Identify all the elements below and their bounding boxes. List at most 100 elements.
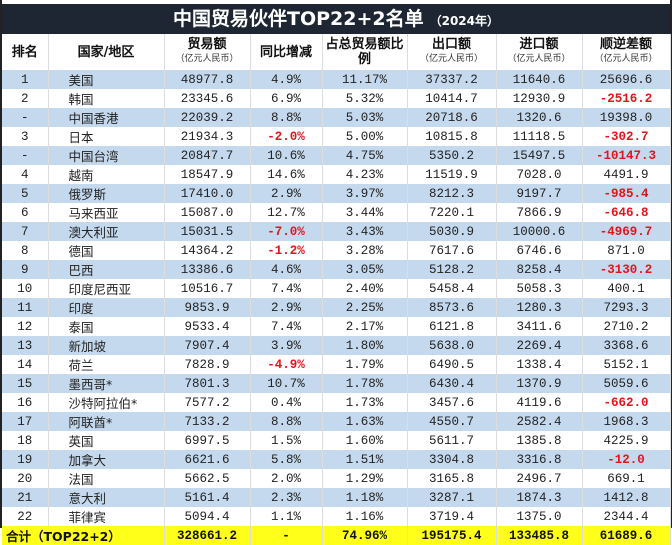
cell-import: 12930.9 bbox=[496, 89, 583, 108]
header-label: 国家/地区 bbox=[77, 44, 135, 60]
cell-country: 沙特阿拉伯* bbox=[48, 393, 165, 412]
cell-export: 5611.7 bbox=[407, 431, 497, 450]
header-country: 国家/地区 bbox=[48, 34, 165, 70]
cell-trade: 22039.2 bbox=[164, 108, 251, 127]
cell-import: 4119.6 bbox=[496, 393, 583, 412]
cell-yoy: 10.6% bbox=[250, 146, 323, 165]
cell-yoy: 8.8% bbox=[250, 108, 323, 127]
cell-trade: 23345.6 bbox=[164, 89, 251, 108]
cell-country: 法国 bbox=[48, 469, 165, 488]
cell-export: 7617.6 bbox=[407, 241, 497, 260]
cell-trade: 9853.9 bbox=[164, 298, 251, 317]
cell-country: 越南 bbox=[48, 165, 165, 184]
cell-balance: 4225.9 bbox=[582, 431, 671, 450]
cell-import: 5058.3 bbox=[496, 279, 583, 298]
table-row: 10 印度尼西亚 10516.7 7.4% 2.40% 5458.4 5058.3 400.1 bbox=[2, 279, 671, 298]
table-row: 5 俄罗斯 17410.0 2.9% 3.97% 8212.3 9197.7 -985.4 bbox=[2, 184, 671, 203]
cell-share: 4.75% bbox=[322, 146, 408, 165]
cell-yoy: 2.3% bbox=[250, 488, 323, 507]
cell-rank: 4 bbox=[2, 165, 49, 184]
cell-rank: 8 bbox=[2, 241, 49, 260]
cell-country: 俄罗斯 bbox=[48, 184, 165, 203]
table-row: 8 德国 14364.2 -1.2% 3.28% 7617.6 6746.6 871.0 bbox=[2, 241, 671, 260]
cell-import: 1385.8 bbox=[496, 431, 583, 450]
cell-share: 5.03% bbox=[322, 108, 408, 127]
cell-export: 8212.3 bbox=[407, 184, 497, 203]
cell-yoy: 4.6% bbox=[250, 260, 323, 279]
cell-export: 5458.4 bbox=[407, 279, 497, 298]
cell-trade: 7801.3 bbox=[164, 374, 251, 393]
table-row: 13 新加坡 7907.4 3.9% 1.80% 5638.0 2269.4 3368.6 bbox=[2, 336, 671, 355]
cell-yoy: 4.9% bbox=[250, 70, 323, 89]
cell-trade: 9533.4 bbox=[164, 317, 251, 336]
cell-share: 1.63% bbox=[322, 412, 408, 431]
cell-yoy: 14.6% bbox=[250, 165, 323, 184]
cell-rank: 3 bbox=[2, 127, 49, 146]
cell-import: 1874.3 bbox=[496, 488, 583, 507]
header-label: 同比增减 bbox=[259, 44, 312, 60]
table-row: 15 墨西哥* 7801.3 10.7% 1.78% 6430.4 1370.9 5059.6 bbox=[2, 374, 671, 393]
cell-balance: -3130.2 bbox=[582, 260, 671, 279]
cell-export: 10414.7 bbox=[407, 89, 497, 108]
cell-country: 荷兰 bbox=[48, 355, 165, 374]
total-balance: 61689.6 bbox=[582, 526, 671, 545]
cell-country: 美国 bbox=[48, 70, 165, 89]
cell-share: 3.97% bbox=[322, 184, 408, 203]
cell-balance: 669.1 bbox=[582, 469, 671, 488]
cell-balance: 5059.6 bbox=[582, 374, 671, 393]
cell-country: 泰国 bbox=[48, 317, 165, 336]
cell-rank: 22 bbox=[2, 507, 49, 526]
total-trade: 328661.2 bbox=[164, 526, 251, 545]
cell-balance: 1412.8 bbox=[582, 488, 671, 507]
table-row: 3 日本 21934.3 -2.0% 5.00% 10815.8 11118.5 -302.7 bbox=[2, 127, 671, 146]
cell-yoy: 7.4% bbox=[250, 279, 323, 298]
cell-balance: -2516.2 bbox=[582, 89, 671, 108]
cell-import: 15497.5 bbox=[496, 146, 583, 165]
table-row: 22 菲律宾 5094.4 1.1% 1.16% 3719.4 1375.0 2344.4 bbox=[2, 507, 671, 526]
cell-balance: -4969.7 bbox=[582, 222, 671, 241]
cell-export: 3287.1 bbox=[407, 488, 497, 507]
cell-country: 中国香港 bbox=[48, 108, 165, 127]
table-title: 中国贸易伙伴TOP22+2名单 （2024年） bbox=[2, 4, 670, 34]
cell-share: 1.18% bbox=[322, 488, 408, 507]
table-row: 17 阿联酋* 7133.2 8.8% 1.63% 4550.7 2582.4 1968.3 bbox=[2, 412, 671, 431]
total-yoy: - bbox=[250, 526, 323, 545]
cell-import: 2496.7 bbox=[496, 469, 583, 488]
cell-trade: 20847.7 bbox=[164, 146, 251, 165]
table-row: 9 巴西 13386.6 4.6% 3.05% 5128.2 8258.4 -3130.2 bbox=[2, 260, 671, 279]
table-row: 1 美国 48977.8 4.9% 11.17% 37337.2 11640.6 25696.… bbox=[2, 70, 671, 89]
cell-rank: 20 bbox=[2, 469, 49, 488]
cell-yoy: 10.7% bbox=[250, 374, 323, 393]
cell-export: 8573.6 bbox=[407, 298, 497, 317]
cell-rank: 6 bbox=[2, 203, 49, 222]
cell-trade: 5161.4 bbox=[164, 488, 251, 507]
cell-yoy: 2.9% bbox=[250, 184, 323, 203]
cell-balance: 7293.3 bbox=[582, 298, 671, 317]
cell-country: 日本 bbox=[48, 127, 165, 146]
cell-share: 3.43% bbox=[322, 222, 408, 241]
table-row: 2 韩国 23345.6 6.9% 5.32% 10414.7 12930.9 -2516.2 bbox=[2, 89, 671, 108]
cell-import: 7866.9 bbox=[496, 203, 583, 222]
cell-share: 3.05% bbox=[322, 260, 408, 279]
cell-balance: 25696.6 bbox=[582, 70, 671, 89]
cell-import: 7028.0 bbox=[496, 165, 583, 184]
cell-share: 1.51% bbox=[322, 450, 408, 469]
cell-rank: 13 bbox=[2, 336, 49, 355]
table-row: 14 荷兰 7828.9 -4.9% 1.79% 6490.5 1338.4 5152.1 bbox=[2, 355, 671, 374]
cell-rank: 9 bbox=[2, 260, 49, 279]
cell-yoy: 5.8% bbox=[250, 450, 323, 469]
cell-balance: 3368.6 bbox=[582, 336, 671, 355]
cell-country: 菲律宾 bbox=[48, 507, 165, 526]
cell-trade: 6621.6 bbox=[164, 450, 251, 469]
cell-yoy: 12.7% bbox=[250, 203, 323, 222]
cell-import: 1375.0 bbox=[496, 507, 583, 526]
header-label: 占总贸易额比例 bbox=[325, 37, 404, 67]
cell-import: 1280.3 bbox=[496, 298, 583, 317]
cell-export: 5128.2 bbox=[407, 260, 497, 279]
cell-export: 5030.9 bbox=[407, 222, 497, 241]
cell-trade: 6997.5 bbox=[164, 431, 251, 450]
table-row: 4 越南 18547.9 14.6% 4.23% 11519.9 7028.0 4491.9 bbox=[2, 165, 671, 184]
cell-rank: - bbox=[2, 108, 49, 127]
cell-export: 3719.4 bbox=[407, 507, 497, 526]
